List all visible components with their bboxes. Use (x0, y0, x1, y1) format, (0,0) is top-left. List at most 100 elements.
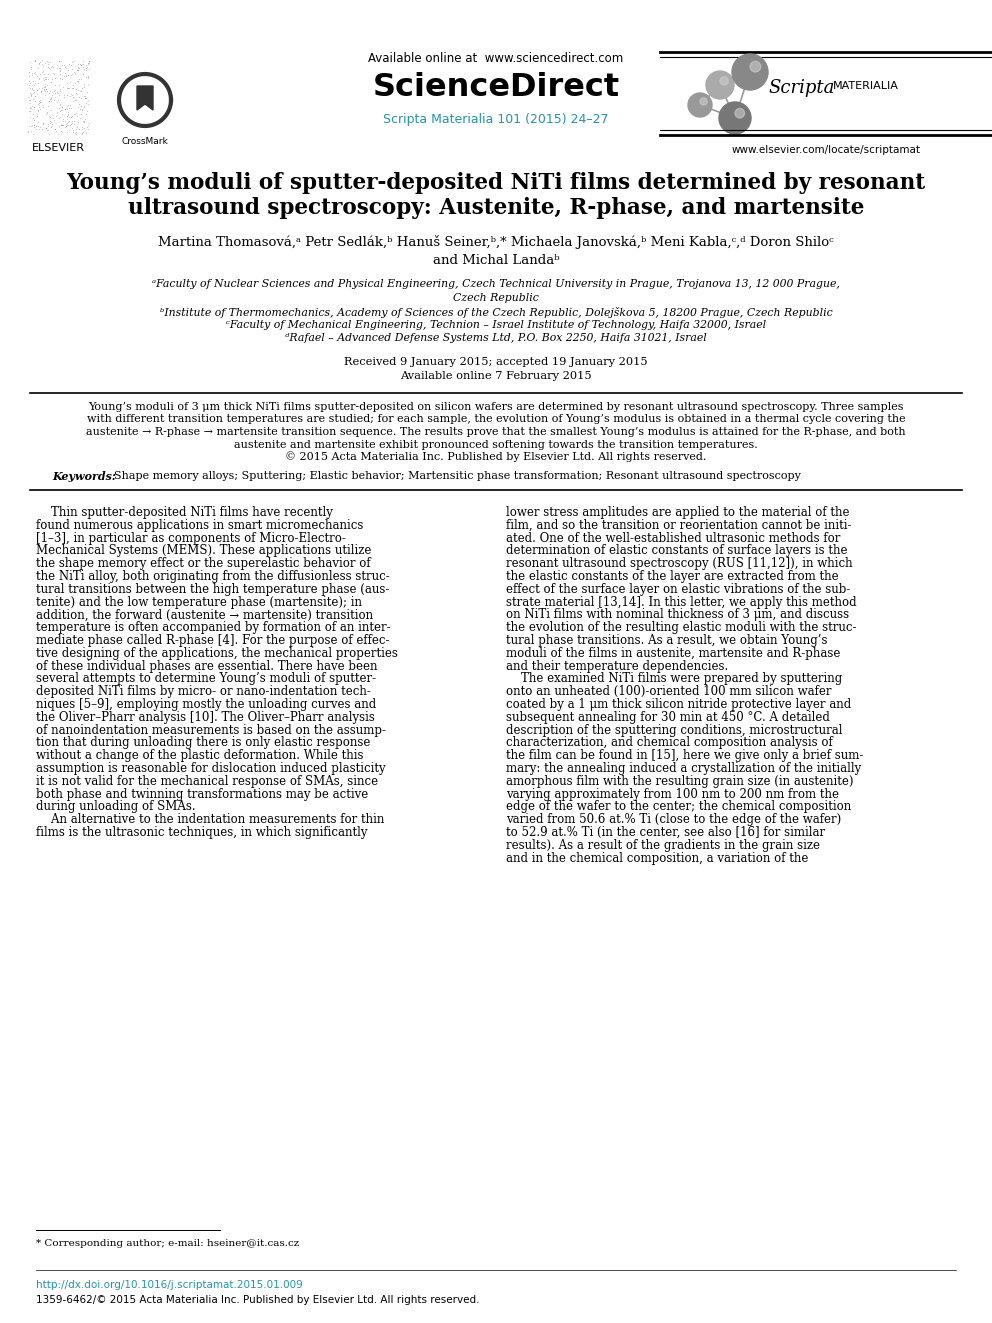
Point (32, 91, 48, 112)
Point (32, 77, 48, 98)
Point (52, 57, 67, 78)
Point (44, 112, 60, 134)
Point (31, 52, 47, 73)
Point (52, 64, 67, 85)
Point (43, 87, 59, 108)
Text: An alternative to the indentation measurements for thin: An alternative to the indentation measur… (36, 814, 384, 826)
Point (46, 110, 62, 131)
Circle shape (719, 102, 751, 134)
Text: assumption is reasonable for dislocation induced plasticity: assumption is reasonable for dislocation… (36, 762, 386, 775)
Point (78, 123, 94, 144)
Point (61, 105, 76, 126)
Point (57, 98, 72, 119)
Point (29, 105, 45, 126)
Point (59, 73, 74, 94)
Point (22, 78, 38, 99)
Point (22, 82, 38, 103)
Point (32, 89, 48, 110)
Point (40, 69, 56, 90)
Text: temperature is often accompanied by formation of an inter-: temperature is often accompanied by form… (36, 622, 391, 634)
Text: Mechanical Systems (MEMS). These applications utilize: Mechanical Systems (MEMS). These applica… (36, 544, 371, 557)
Text: several attempts to determine Young’s moduli of sputter-: several attempts to determine Young’s mo… (36, 672, 376, 685)
Point (32, 64, 48, 85)
Point (38, 81, 54, 102)
Point (49, 120, 64, 142)
Point (38, 52, 54, 73)
Point (21, 115, 37, 136)
Point (63, 52, 79, 73)
Point (60, 114, 75, 135)
Point (68, 82, 84, 103)
Point (70, 60, 86, 81)
Point (25, 83, 41, 105)
Point (78, 87, 94, 108)
Point (51, 107, 66, 128)
Point (66, 73, 82, 94)
Point (63, 54, 79, 75)
Point (52, 58, 67, 79)
Point (37, 78, 53, 99)
Point (24, 78, 40, 99)
Point (61, 77, 76, 98)
Point (61, 106, 76, 127)
Point (51, 98, 66, 119)
Point (67, 122, 83, 143)
Point (54, 97, 69, 118)
Point (64, 60, 80, 81)
Text: the Oliver–Pharr analysis [10]. The Oliver–Pharr analysis: the Oliver–Pharr analysis [10]. The Oliv… (36, 710, 375, 724)
Point (63, 83, 79, 105)
Point (63, 64, 79, 85)
Point (23, 93, 39, 114)
Point (23, 120, 39, 142)
Point (34, 62, 50, 83)
Point (73, 54, 89, 75)
Point (60, 106, 75, 127)
Point (79, 116, 95, 138)
Point (22, 70, 38, 91)
Point (69, 116, 85, 138)
Point (34, 78, 50, 99)
Point (38, 77, 54, 98)
Text: the elastic constants of the layer are extracted from the: the elastic constants of the layer are e… (506, 570, 838, 583)
Point (58, 115, 73, 136)
Point (73, 105, 89, 126)
Point (26, 115, 42, 136)
Point (53, 115, 68, 136)
Point (34, 118, 50, 139)
Point (31, 69, 47, 90)
Text: ᵈRafael – Advanced Defense Systems Ltd, P.O. Box 2250, Haifa 31021, Israel: ᵈRafael – Advanced Defense Systems Ltd, … (285, 333, 707, 343)
Point (44, 82, 60, 103)
Point (29, 65, 45, 86)
Point (63, 112, 79, 134)
Point (26, 123, 42, 144)
Text: and Michal Landaᵇ: and Michal Landaᵇ (433, 254, 559, 266)
Text: varying approximately from 100 nm to 200 nm from the: varying approximately from 100 nm to 200… (506, 787, 839, 800)
Point (65, 50, 81, 71)
Point (67, 123, 83, 144)
Point (47, 119, 62, 140)
Circle shape (688, 93, 712, 116)
Text: description of the sputtering conditions, microstructural: description of the sputtering conditions… (506, 724, 842, 737)
Point (25, 62, 41, 83)
Point (29, 83, 45, 105)
Text: ScienceDirect: ScienceDirect (372, 73, 620, 103)
Text: and in the chemical composition, a variation of the: and in the chemical composition, a varia… (506, 852, 808, 865)
Text: * Corresponding author; e-mail: hseiner@it.cas.cz: * Corresponding author; e-mail: hseiner@… (36, 1240, 300, 1249)
Point (78, 93, 94, 114)
Point (69, 71, 85, 93)
Point (41, 57, 57, 78)
Point (28, 118, 44, 139)
Text: Martina Thomasová,ᵃ Petr Sedlák,ᵇ Hanuš Seiner,ᵇ,* Michaela Janovská,ᵇ Meni Kabl: Martina Thomasová,ᵃ Petr Sedlák,ᵇ Hanuš … (158, 235, 834, 249)
Point (60, 95, 75, 116)
Point (54, 123, 69, 144)
Point (62, 53, 77, 74)
Text: 1359-6462/© 2015 Acta Materialia Inc. Published by Elsevier Ltd. All rights rese: 1359-6462/© 2015 Acta Materialia Inc. Pu… (36, 1295, 479, 1304)
Point (60, 101, 75, 122)
Text: it is not valid for the mechanical response of SMAs, since: it is not valid for the mechanical respo… (36, 775, 378, 787)
Text: ᵃFaculty of Nuclear Sciences and Physical Engineering, Czech Technical Universit: ᵃFaculty of Nuclear Sciences and Physica… (152, 279, 840, 288)
Point (62, 114, 77, 135)
Point (60, 108, 75, 130)
Point (36, 77, 52, 98)
Point (75, 57, 91, 78)
Point (22, 52, 38, 73)
